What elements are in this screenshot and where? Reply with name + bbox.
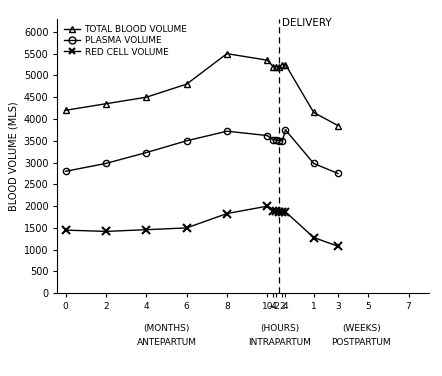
Legend: TOTAL BLOOD VOLUME, PLASMA VOLUME, RED CELL VOLUME: TOTAL BLOOD VOLUME, PLASMA VOLUME, RED C… <box>62 23 189 58</box>
Text: (WEEKS): (WEEKS) <box>342 324 381 333</box>
Text: ANTEPARTUM: ANTEPARTUM <box>137 338 196 347</box>
Text: INTRAPARTUM: INTRAPARTUM <box>248 338 311 347</box>
Y-axis label: BLOOD VOLUME (MLS): BLOOD VOLUME (MLS) <box>8 101 18 211</box>
Text: POSTPARTUM: POSTPARTUM <box>332 338 391 347</box>
Text: DELIVERY: DELIVERY <box>282 18 332 28</box>
Text: (MONTHS): (MONTHS) <box>143 324 190 333</box>
Text: (HOURS): (HOURS) <box>260 324 299 333</box>
